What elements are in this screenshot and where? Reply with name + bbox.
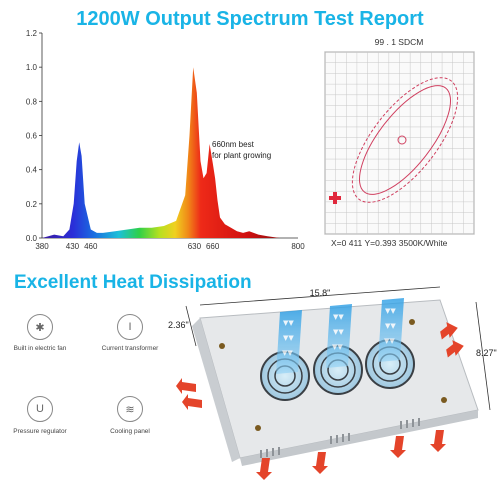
y-tick-label: 1.2 <box>26 29 38 38</box>
cie-ellipse-outer <box>351 77 459 203</box>
dim-depth: 2.36" <box>168 320 189 330</box>
y-tick-label: 0.0 <box>26 234 38 243</box>
peak-annotation-line1: 660nm best <box>212 140 255 149</box>
cie-diagram: 99 . 1 SDCM X=0 411 Y=0.393 3500K/White <box>324 37 475 248</box>
svg-text:▼▼: ▼▼ <box>332 343 343 351</box>
dim-height: 8.27" <box>476 348 497 358</box>
fan-icon: ✱ <box>27 314 53 340</box>
transformer-icon: I <box>117 314 143 340</box>
x-tick-label: 630 <box>188 242 202 251</box>
heat-section-title: Excellent Heat Dissipation <box>14 272 252 293</box>
cie-ellipse-inner <box>358 85 452 195</box>
svg-text:▼▼: ▼▼ <box>384 337 395 345</box>
x-tick-label: 380 <box>35 242 49 251</box>
cie-plus-marker <box>329 192 341 204</box>
svg-text:▼▼: ▼▼ <box>385 322 396 330</box>
cie-caption-bottom: X=0 411 Y=0.393 3500K/White <box>331 238 448 248</box>
peak-annotation-line2: for plant growing <box>212 151 271 160</box>
feature-label-regulator: Pressure regulator <box>13 428 67 435</box>
y-tick-label: 0.4 <box>26 166 38 175</box>
svg-text:▼▼: ▼▼ <box>283 319 294 327</box>
airflow-bands: ▼▼ ▼▼ ▼▼ ▼▼ ▼▼ ▼▼ ▼▼ ▼▼ ▼▼ <box>276 298 404 374</box>
x-tick-label: 660 <box>206 242 220 251</box>
heat-arrows <box>176 322 464 480</box>
page-title: 1200W Output Spectrum Test Report <box>76 8 424 30</box>
cie-caption-top: 99 . 1 SDCM <box>375 37 424 47</box>
x-tick-label: 800 <box>291 242 305 251</box>
spectrum-chart: 0.0 0.2 0.4 0.6 0.8 1.0 1.2 380 430 460 630 660 800… <box>26 29 305 251</box>
feature-label-fan: Built in electric fan <box>13 345 67 352</box>
dimension-lines <box>185 286 491 411</box>
dim-width: 15.8" <box>310 288 331 298</box>
feature-label-transformer: Current transformer <box>101 345 159 352</box>
cie-center-dot <box>397 135 407 145</box>
y-tick-label: 1.0 <box>26 63 38 72</box>
x-tick-label: 430 <box>66 242 80 251</box>
svg-text:▼▼: ▼▼ <box>282 349 293 357</box>
y-axis: 0.0 0.2 0.4 0.6 0.8 1.0 1.2 <box>26 29 43 243</box>
regulator-icon: U <box>27 396 53 422</box>
svg-text:▼▼: ▼▼ <box>385 307 396 315</box>
x-axis: 380 430 460 630 660 800 <box>35 237 305 251</box>
y-tick-label: 0.6 <box>26 132 38 141</box>
led-panel-illustration: ▼▼ ▼▼ ▼▼ ▼▼ ▼▼ ▼▼ ▼▼ ▼▼ ▼▼ 15.8" 2.36" 8.27" <box>168 286 497 480</box>
svg-text:▼▼: ▼▼ <box>333 328 344 336</box>
cooling-panel-icon: ≋ <box>117 396 143 422</box>
svg-text:▼▼: ▼▼ <box>333 313 344 321</box>
svg-text:▼▼: ▼▼ <box>283 334 294 342</box>
feature-label-cooling: Cooling panel <box>110 428 150 435</box>
x-tick-label: 460 <box>84 242 98 251</box>
y-tick-label: 0.2 <box>26 200 38 209</box>
y-tick-label: 0.8 <box>26 97 38 106</box>
